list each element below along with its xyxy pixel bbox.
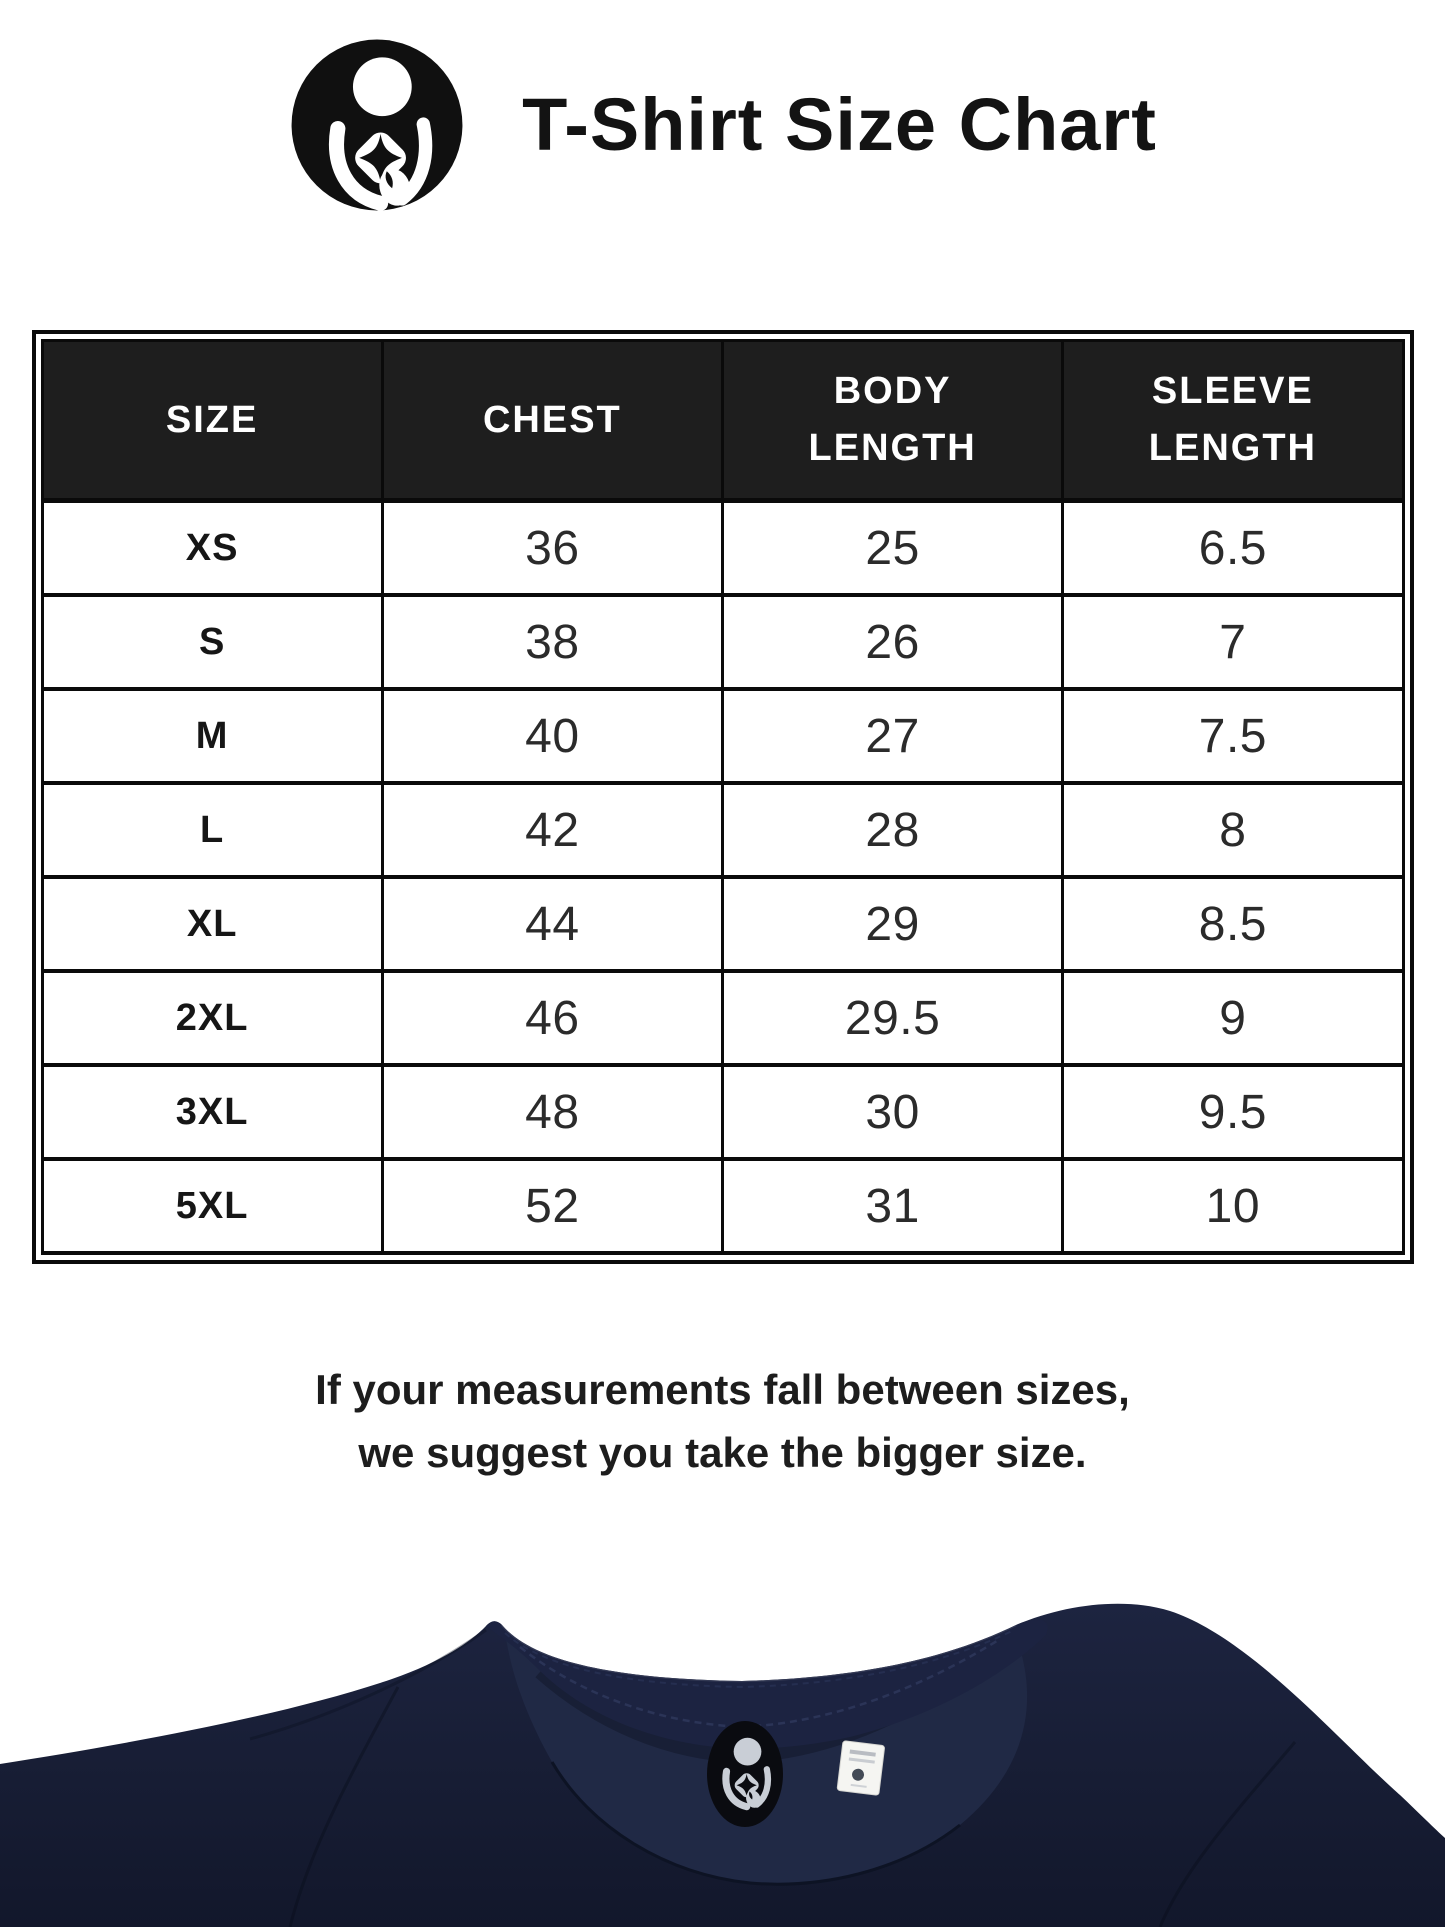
left-shoulder-seam bbox=[249, 1628, 487, 1741]
collar-band bbox=[486, 1619, 1048, 1749]
size-cell: L bbox=[40, 781, 384, 879]
body-length-cell: 29 bbox=[720, 875, 1065, 973]
sleeve-length-cell: 7.5 bbox=[1061, 687, 1405, 785]
sleeve-length-cell: 8.5 bbox=[1061, 875, 1405, 973]
collar-stitch-inner bbox=[519, 1637, 1001, 1729]
chest-cell: 40 bbox=[380, 687, 725, 785]
scoop-seam bbox=[550, 1761, 961, 1886]
left-sleeve-seam bbox=[288, 1686, 400, 1927]
brand-mother-figure-logo-icon bbox=[288, 36, 466, 214]
table-row: 5XL 52 31 10 bbox=[40, 1157, 1405, 1255]
navy-tshirt-collar-photo bbox=[0, 1603, 1445, 1927]
collar-highlight bbox=[501, 1623, 1017, 1683]
column-header-size: SIZE bbox=[40, 339, 384, 503]
table-row: M 40 27 7.5 bbox=[40, 687, 1405, 785]
size-table-frame: SIZE CHEST BODY LENGTH SLEEVE LENGTH XS … bbox=[31, 330, 1414, 1264]
body-length-cell: 26 bbox=[720, 593, 1065, 691]
size-table: SIZE CHEST BODY LENGTH SLEEVE LENGTH XS … bbox=[40, 339, 1405, 1255]
body-length-cell: 30 bbox=[720, 1063, 1065, 1161]
size-cell: M bbox=[40, 687, 384, 785]
body-length-cell: 27 bbox=[720, 687, 1065, 785]
right-sleeve-seam bbox=[1158, 1741, 1297, 1927]
sizing-note-line-2: we suggest you take the bigger size. bbox=[358, 1429, 1087, 1476]
sizing-note-line-1: If your measurements fall between sizes, bbox=[315, 1366, 1130, 1413]
body-length-cell: 25 bbox=[720, 498, 1065, 597]
sleeve-length-cell: 6.5 bbox=[1061, 498, 1405, 597]
sizing-note: If your measurements fall between sizes,… bbox=[0, 1358, 1445, 1484]
body-length-cell: 28 bbox=[720, 781, 1065, 879]
size-cell: S bbox=[40, 593, 384, 691]
sleeve-length-cell: 8 bbox=[1061, 781, 1405, 879]
size-cell: 5XL bbox=[40, 1157, 384, 1255]
chest-cell: 48 bbox=[380, 1063, 725, 1161]
size-cell: 3XL bbox=[40, 1063, 384, 1161]
body-length-cell: 31 bbox=[720, 1157, 1065, 1255]
table-row: XL 44 29 8.5 bbox=[40, 875, 1405, 973]
column-header-sleeve-length: SLEEVE LENGTH bbox=[1061, 339, 1405, 503]
size-cell: 2XL bbox=[40, 969, 384, 1067]
chest-cell: 42 bbox=[380, 781, 725, 879]
sleeve-length-cell: 9 bbox=[1061, 969, 1405, 1067]
sleeve-length-cell: 10 bbox=[1061, 1157, 1405, 1255]
table-row: L 42 28 8 bbox=[40, 781, 1405, 879]
brand-mother-figure-patch-icon bbox=[707, 1721, 783, 1827]
chest-cell: 36 bbox=[380, 498, 725, 597]
sleeve-length-cell: 9.5 bbox=[1061, 1063, 1405, 1161]
collar-stitch-outer bbox=[504, 1630, 1013, 1689]
table-row: S 38 26 7 bbox=[40, 593, 1405, 691]
sleeve-length-cell: 7 bbox=[1061, 593, 1405, 691]
page-header: T-Shirt Size Chart bbox=[0, 0, 1445, 214]
chest-cell: 46 bbox=[380, 969, 725, 1067]
chest-cell: 52 bbox=[380, 1157, 725, 1255]
table-row: 3XL 48 30 9.5 bbox=[40, 1063, 1405, 1161]
care-tag-icon bbox=[836, 1740, 885, 1796]
size-cell: XS bbox=[40, 498, 384, 597]
chest-cell: 44 bbox=[380, 875, 725, 973]
body-length-cell: 29.5 bbox=[720, 969, 1065, 1067]
page-title: T-Shirt Size Chart bbox=[522, 83, 1157, 166]
size-cell: XL bbox=[40, 875, 384, 973]
table-row: 2XL 46 29.5 9 bbox=[40, 969, 1405, 1067]
table-row: XS 36 25 6.5 bbox=[40, 498, 1405, 597]
chest-cell: 38 bbox=[380, 593, 725, 691]
table-header-row: SIZE CHEST BODY LENGTH SLEEVE LENGTH bbox=[40, 339, 1405, 503]
column-header-body-length: BODY LENGTH bbox=[720, 339, 1065, 503]
column-header-chest: CHEST bbox=[380, 339, 725, 503]
